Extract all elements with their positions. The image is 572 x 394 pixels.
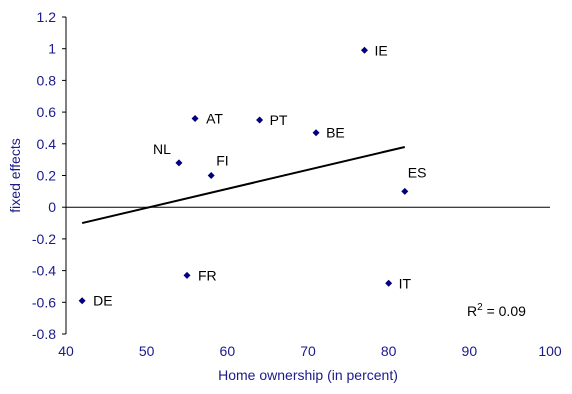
point-label-es: ES	[408, 164, 427, 180]
point-label-fi: FI	[216, 153, 228, 169]
point-label-it: IT	[399, 275, 412, 291]
y-tick-label: 0	[48, 199, 56, 215]
r-squared-symbol: R	[467, 303, 477, 319]
point-labels-layer: IE AT PT BE NL FI ES FR IT DE	[93, 42, 426, 308]
point-label-de: DE	[93, 293, 112, 309]
trendline	[81, 145, 406, 225]
point-label-fr: FR	[198, 267, 217, 283]
x-tick-label: 90	[462, 343, 478, 359]
y-tick-label: -0.8	[32, 326, 56, 342]
point-label-pt: PT	[270, 112, 288, 128]
data-point-it	[385, 279, 393, 287]
r-squared-exponent: 2	[477, 302, 483, 313]
trendline-layer	[81, 145, 406, 225]
x-tick-label: 80	[381, 343, 397, 359]
data-point-be	[312, 129, 320, 137]
y-tick-label: -0.2	[32, 231, 56, 247]
data-point-fr	[183, 271, 191, 279]
y-tick-label: -0.4	[32, 263, 56, 279]
data-point-nl	[175, 159, 183, 167]
axes	[62, 16, 550, 335]
r-squared-value: = 0.09	[483, 303, 526, 319]
y-tick-label: 1.2	[37, 9, 57, 25]
y-tick-label: 0.6	[37, 104, 57, 120]
tick-labels: -0.8 -0.6 -0.4 -0.2 0 0.2 0.4 0.6 0.8 1 1.2 40 50 60 7…	[32, 9, 562, 359]
x-tick-label: 70	[300, 343, 316, 359]
points-layer	[78, 46, 409, 305]
point-label-be: BE	[326, 125, 345, 141]
data-point-ie	[360, 46, 368, 54]
y-tick-label: -0.6	[32, 294, 56, 310]
data-point-at	[191, 114, 199, 122]
x-axis-title: Home ownership (in percent)	[218, 367, 398, 383]
data-point-fi	[207, 172, 215, 179]
x-tick-label: 50	[139, 343, 155, 359]
point-label-ie: IE	[374, 42, 387, 58]
point-label-nl: NL	[153, 141, 171, 157]
y-tick-label: 0.2	[37, 168, 57, 184]
x-tick-label: 40	[58, 343, 74, 359]
data-point-de	[78, 297, 86, 305]
point-label-at: AT	[206, 110, 223, 126]
y-axis-title: fixed effects	[7, 138, 23, 212]
y-tick-label: 0.8	[37, 72, 57, 88]
x-tick-label: 60	[220, 343, 236, 359]
y-tick-label: 0.4	[37, 136, 57, 152]
y-tick-label: 1	[48, 41, 56, 57]
data-point-es	[401, 187, 409, 195]
x-tick-label: 100	[538, 343, 562, 359]
data-point-pt	[256, 116, 264, 124]
r-squared-annotation: R2 = 0.09	[467, 302, 526, 319]
